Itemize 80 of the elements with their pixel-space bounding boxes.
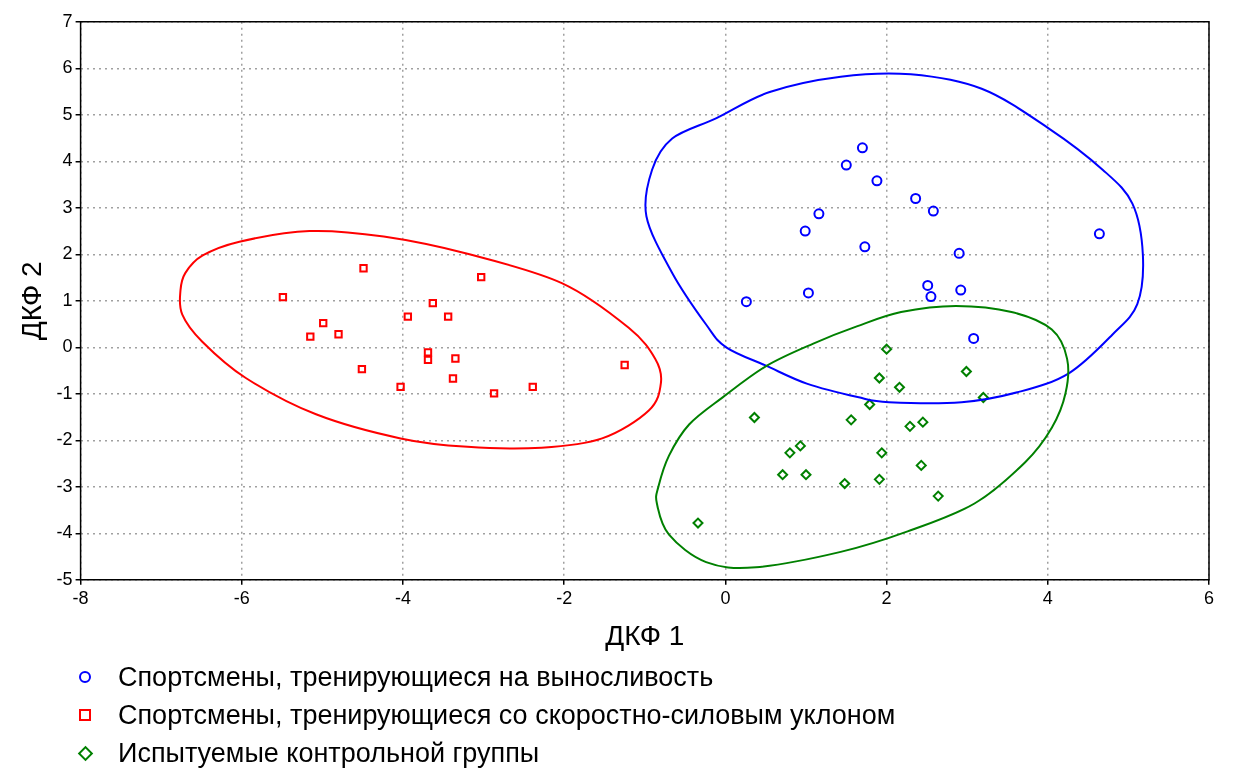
point	[871, 175, 883, 187]
point	[922, 279, 934, 291]
point	[451, 354, 460, 363]
x-tick-label: 0	[720, 587, 731, 608]
point	[423, 355, 433, 365]
y-tick-label: -5	[56, 568, 73, 589]
point	[692, 517, 704, 529]
legend-label: Испытуемые контрольной группы	[118, 737, 540, 770]
y-tick-label: 6	[62, 57, 73, 78]
point	[448, 374, 458, 383]
point	[960, 365, 972, 377]
point	[968, 332, 980, 344]
point	[955, 284, 967, 296]
point	[927, 205, 939, 217]
legend-label: Спортсмены, тренирующиеся со скоростно-силовым уклоном	[118, 699, 896, 732]
point	[910, 193, 922, 204]
point	[904, 420, 916, 432]
x-tick-label: -4	[395, 587, 412, 608]
point	[839, 478, 851, 490]
legend-label: Спортсмены, тренирующиеся на выносливость	[118, 661, 714, 694]
y-tick-label: 2	[62, 243, 73, 264]
point	[864, 399, 876, 410]
point	[428, 298, 438, 308]
x-tick-label: -6	[233, 587, 250, 608]
point	[813, 208, 825, 220]
point	[873, 372, 885, 384]
point	[856, 142, 868, 154]
point	[278, 292, 288, 302]
point	[740, 296, 752, 308]
point	[477, 272, 486, 282]
point	[925, 291, 937, 303]
y-tick-label: 0	[62, 336, 73, 357]
point	[894, 381, 905, 393]
y-axis-title: ДКФ 2	[15, 261, 47, 341]
point	[917, 416, 929, 428]
point	[1093, 228, 1105, 240]
y-tick-label: -3	[56, 475, 73, 496]
point	[881, 343, 893, 355]
point	[840, 159, 852, 171]
point	[748, 412, 760, 424]
y-tick-label: 3	[62, 196, 73, 217]
point	[319, 318, 328, 328]
x-tick-label: -2	[556, 587, 573, 608]
x-tick-label: 6	[1203, 587, 1215, 608]
point	[403, 312, 413, 321]
point	[357, 364, 367, 374]
point	[794, 440, 806, 452]
point	[423, 348, 433, 357]
point	[932, 490, 944, 502]
point	[800, 469, 812, 481]
y-tick-label: 4	[62, 150, 73, 171]
point	[359, 264, 368, 273]
point	[784, 447, 796, 459]
point	[777, 469, 789, 481]
y-tick-label: -2	[56, 429, 73, 450]
x-tick-label: 4	[1042, 587, 1053, 608]
point	[306, 332, 315, 341]
point	[859, 241, 871, 253]
point	[334, 330, 343, 339]
point	[876, 447, 888, 459]
point	[977, 392, 989, 404]
point	[620, 360, 629, 370]
y-tick-label: 7	[62, 10, 73, 31]
point	[953, 247, 965, 259]
point	[873, 473, 885, 485]
x-axis-title: ДКФ 1	[605, 619, 685, 651]
point	[528, 382, 537, 392]
point	[489, 389, 499, 398]
y-tick-label: 5	[62, 103, 73, 124]
y-tick-label: 1	[62, 289, 73, 310]
point	[802, 287, 814, 299]
point	[915, 459, 927, 471]
y-tick-label: -4	[56, 522, 73, 543]
x-tick-label: 2	[881, 587, 892, 608]
point	[396, 382, 405, 392]
y-tick-label: -1	[56, 382, 73, 403]
x-tick-label: -8	[72, 587, 89, 608]
point	[443, 312, 453, 321]
point	[799, 225, 811, 237]
point	[845, 414, 857, 426]
